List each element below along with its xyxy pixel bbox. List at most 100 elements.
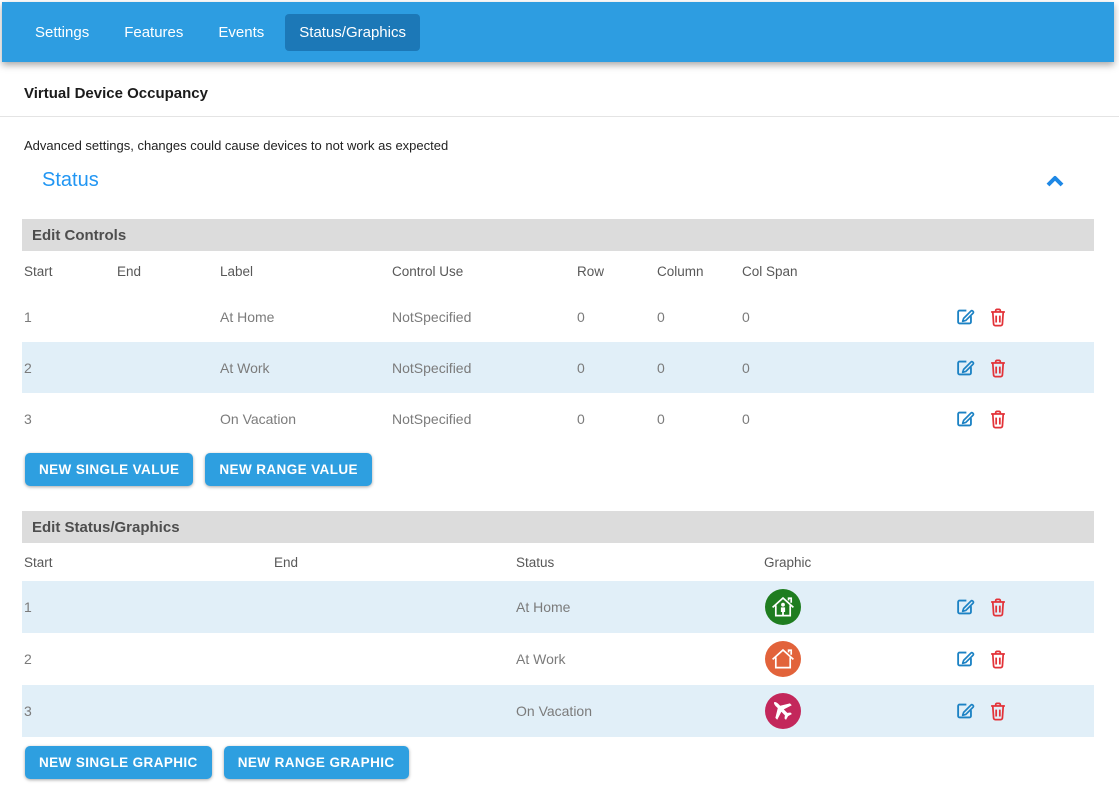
edit-status-graphics-banner: Edit Status/Graphics [22,511,1094,543]
cell-row: 0 [577,308,585,325]
column-header-graphic: Graphic [764,554,812,570]
edit-icon [957,599,975,615]
column-header-control-use: Control Use [392,263,464,279]
cell-control-use: NotSpecified [392,359,472,376]
cell-column: 0 [657,359,665,376]
trash-icon [990,308,1006,326]
chevron-up-icon [1046,175,1064,186]
edit-icon [957,651,975,667]
edit-row-button[interactable] [954,408,976,430]
occupied-home-icon [765,589,801,625]
edit-icon [957,309,975,324]
tab-settings[interactable]: Settings [35,23,90,41]
table-row: 2 At Work NotSpecified 0 0 0 [22,342,1094,393]
delete-row-button[interactable] [987,408,1009,430]
edit-icon [957,411,975,426]
cell-column: 0 [657,410,665,427]
table-row: 1 At Home [22,581,1094,633]
controls-table-body: 1 At Home NotSpecified 0 0 0 2 At Work N… [22,291,1094,444]
column-header-row: Row [577,263,605,279]
column-header-start: Start [24,554,53,570]
delete-row-button[interactable] [987,306,1009,328]
cell-control-use: NotSpecified [392,308,472,325]
new-single-value-button[interactable]: NEW SINGLE VALUE [25,453,194,486]
title-divider [0,116,1119,117]
edit-icon [957,360,975,375]
status-section-label: Status [42,169,99,191]
column-header-label: Label [220,263,254,279]
cell-start: 2 [24,359,32,376]
delete-row-button[interactable] [987,357,1009,379]
new-single-graphic-button[interactable]: NEW SINGLE GRAPHIC [25,746,212,779]
cell-start: 2 [24,651,32,667]
row-actions [944,700,1094,722]
table-row: 3 On Vacation [22,685,1094,737]
trash-icon [990,702,1006,721]
cell-row: 0 [577,359,585,376]
page-title: Virtual Device Occupancy [24,85,208,102]
cell-graphic [762,589,944,625]
cell-status: At Home [516,599,571,615]
edit-row-button[interactable] [954,596,976,618]
edit-controls-title: Edit Controls [32,226,127,244]
trash-icon [990,359,1006,377]
delete-row-button[interactable] [987,596,1009,618]
row-actions [944,357,1094,379]
edit-controls-banner: Edit Controls [22,219,1094,251]
column-header-column: Column [657,263,704,279]
cell-start: 3 [24,703,32,719]
delete-row-button[interactable] [987,700,1009,722]
cell-row: 0 [577,410,585,427]
edit-row-button[interactable] [954,306,976,328]
delete-row-button[interactable] [987,648,1009,670]
cell-start: 1 [24,599,32,615]
tab-bar: Settings Features Events Status/Graphics [2,2,1114,62]
graphics-buttons: NEW SINGLE GRAPHIC NEW RANGE GRAPHIC [25,746,1094,779]
edit-row-button[interactable] [954,700,976,722]
edit-status-graphics-title: Edit Status/Graphics [32,518,180,536]
graphics-table-header: Start End Status Graphic [22,543,1094,581]
edit-row-button[interactable] [954,357,976,379]
tab-features[interactable]: Features [124,23,184,41]
controls-table-header: Start End Label Control Use Row Column C… [22,251,1094,291]
trash-icon [990,598,1006,617]
column-header-end: End [117,263,142,279]
row-actions [944,306,1094,328]
vacation-plane-icon [765,693,801,729]
row-actions [944,596,1094,618]
table-row: 3 On Vacation NotSpecified 0 0 0 [22,393,1094,444]
table-row: 2 At Work [22,633,1094,685]
away-home-icon [765,641,801,677]
edit-row-button[interactable] [954,648,976,670]
collapse-section-button[interactable] [1044,173,1066,189]
cell-label: At Home [220,308,275,325]
cell-control-use: NotSpecified [392,410,472,427]
cell-label: On Vacation [220,410,297,427]
cell-label: At Work [220,359,270,376]
new-range-value-button[interactable]: NEW RANGE VALUE [205,453,372,486]
row-actions [944,648,1094,670]
status-section-header: Status [22,169,1094,192]
cell-col-span: 0 [742,308,750,325]
cell-start: 1 [24,308,32,325]
cell-col-span: 0 [742,410,750,427]
cell-column: 0 [657,308,665,325]
trash-icon [990,410,1006,428]
trash-icon [990,650,1006,669]
cell-graphic [762,693,944,729]
cell-col-span: 0 [742,359,750,376]
cell-graphic [762,641,944,677]
tab-status-graphics[interactable]: Status/Graphics [285,13,420,51]
warning-text: Advanced settings, changes could cause d… [24,138,449,153]
tab-events[interactable]: Events [218,23,265,41]
edit-icon [957,703,975,719]
table-row: 1 At Home NotSpecified 0 0 0 [22,291,1094,342]
row-actions [944,408,1094,430]
cell-status: At Work [516,651,566,667]
content-area: Virtual Device Occupancy Advanced settin… [0,62,1119,779]
cell-status: On Vacation [516,703,593,719]
new-range-graphic-button[interactable]: NEW RANGE GRAPHIC [223,746,409,779]
controls-buttons: NEW SINGLE VALUE NEW RANGE VALUE [25,453,1094,486]
column-header-status: Status [516,554,555,570]
